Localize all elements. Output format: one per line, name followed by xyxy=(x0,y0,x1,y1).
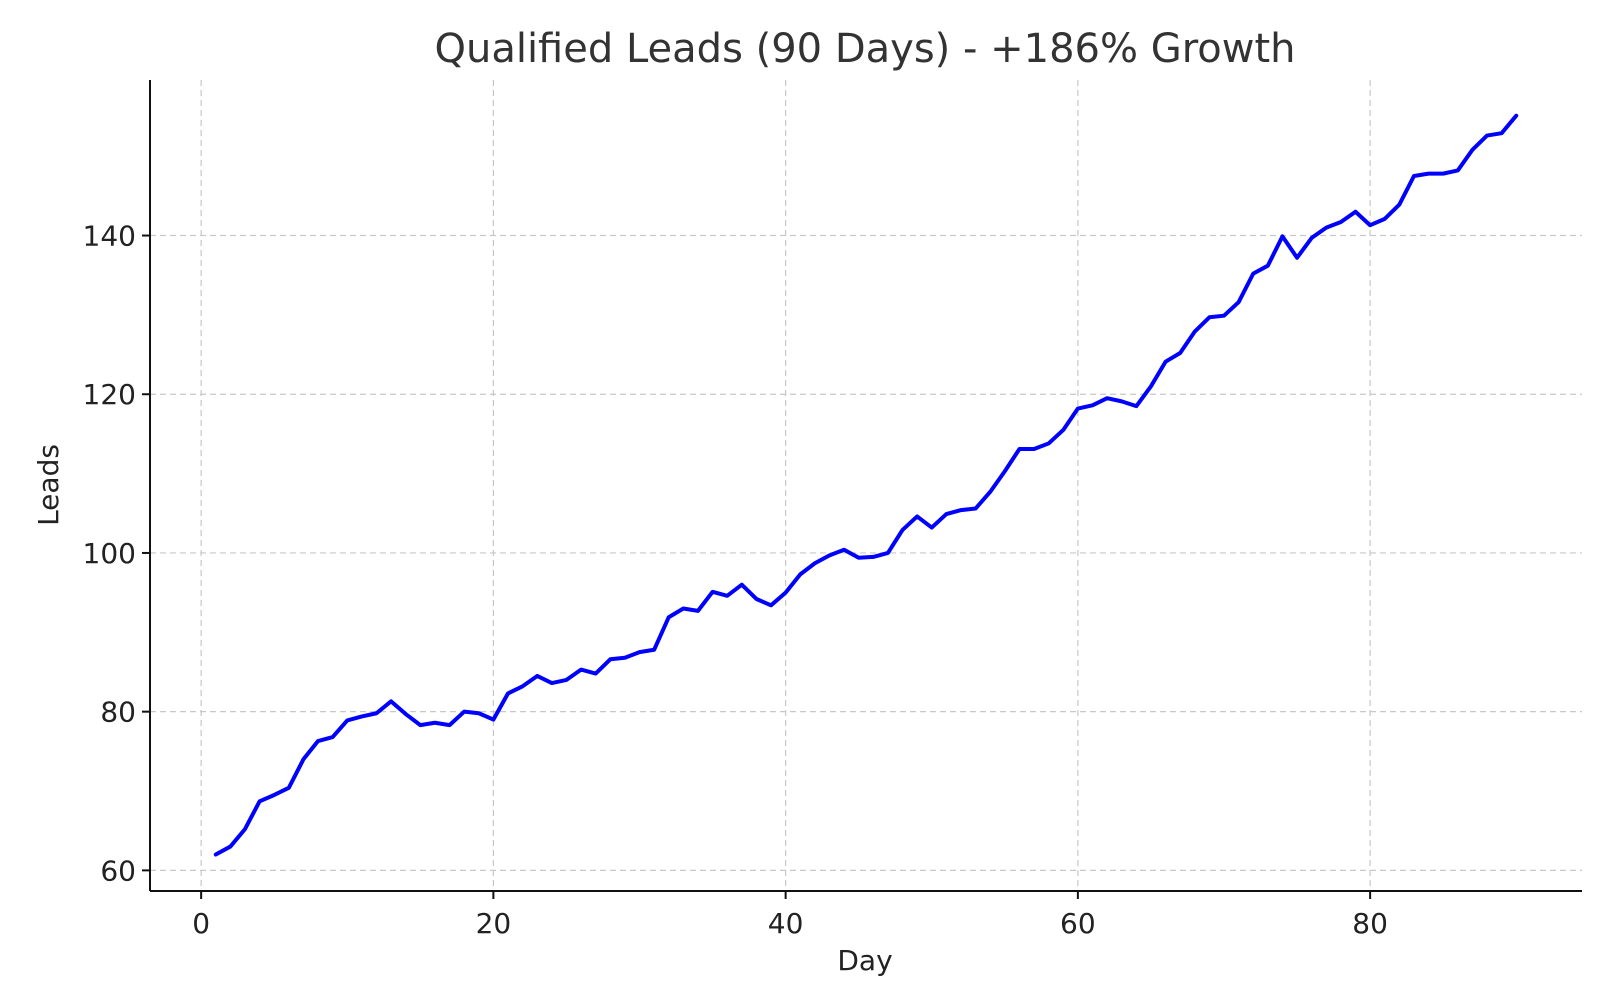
chart-title: Qualified Leads (90 Days) - +186% Growth xyxy=(434,26,1295,72)
series-line-0 xyxy=(213,113,1519,857)
x-axis-label: Day xyxy=(837,944,892,977)
y-tick-label: 100 xyxy=(83,537,136,570)
x-tick-label: 20 xyxy=(476,907,512,940)
axes xyxy=(149,80,1582,892)
y-tick-label: 60 xyxy=(100,854,136,887)
y-tick-label: 140 xyxy=(83,220,136,253)
x-tick-label: 80 xyxy=(1352,907,1388,940)
grid xyxy=(150,80,1582,891)
x-tick-label: 40 xyxy=(768,907,804,940)
y-tick-label: 120 xyxy=(83,378,136,411)
x-tick-label: 0 xyxy=(192,907,210,940)
y-tick-label: 80 xyxy=(100,696,136,729)
y-axis-label: Leads xyxy=(32,444,65,526)
x-tick-label: 60 xyxy=(1060,907,1096,940)
series-layer xyxy=(213,113,1519,857)
ticks: 0 20 40 60 80 60 80 100 120 140 xyxy=(83,220,1388,940)
